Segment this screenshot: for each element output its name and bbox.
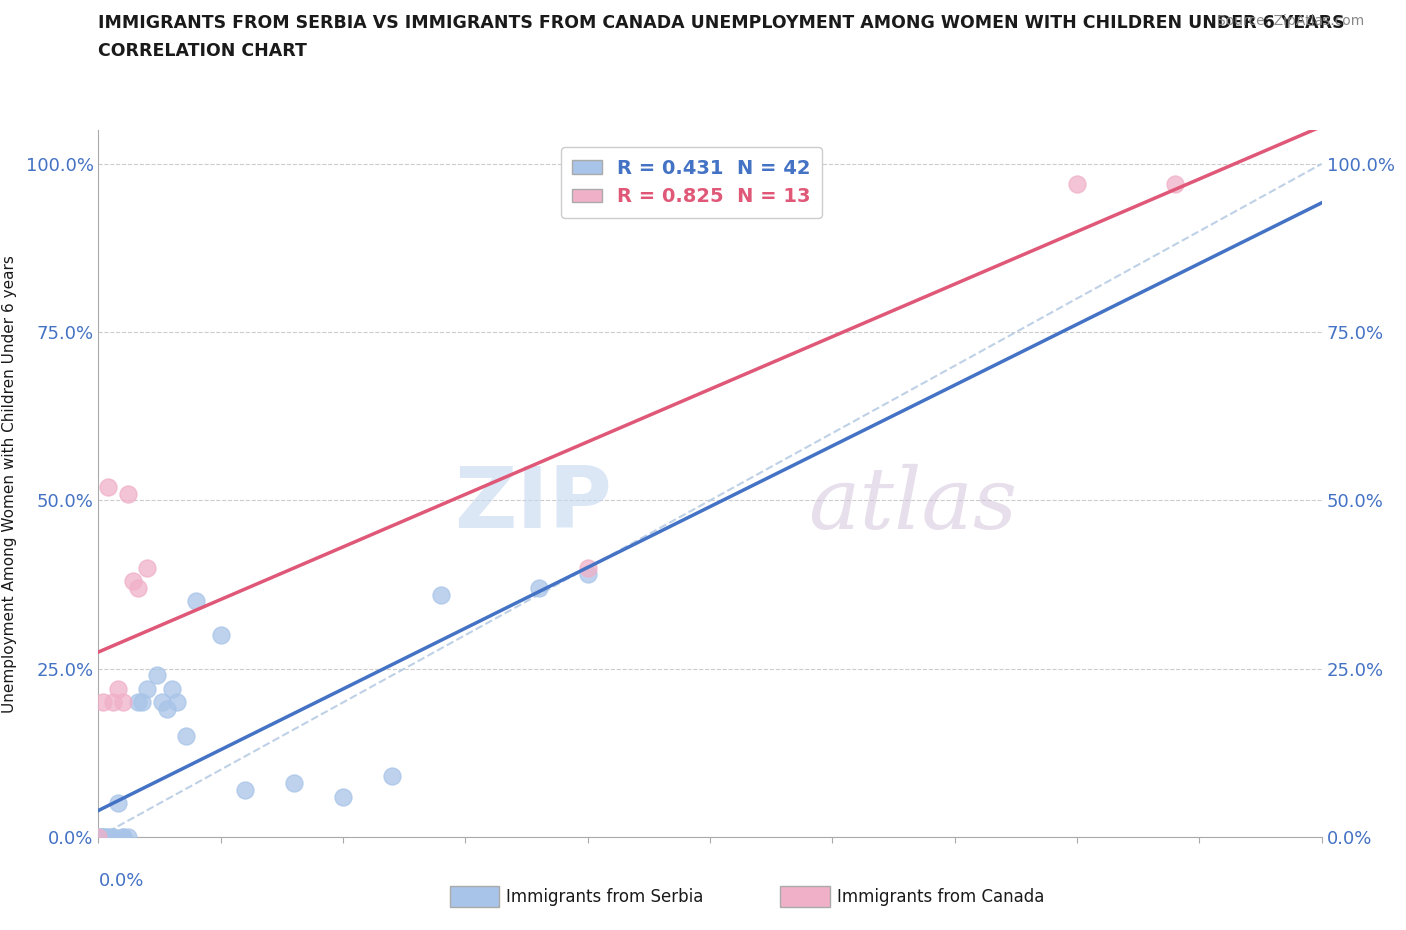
Text: ZIP: ZIP <box>454 463 612 546</box>
Point <box>87 830 110 844</box>
Text: atlas: atlas <box>808 463 1017 546</box>
Point <box>332 790 354 804</box>
Point <box>101 695 124 710</box>
Text: IMMIGRANTS FROM SERBIA VS IMMIGRANTS FROM CANADA UNEMPLOYMENT AMONG WOMEN WITH C: IMMIGRANTS FROM SERBIA VS IMMIGRANTS FRO… <box>98 14 1346 32</box>
Point <box>107 682 129 697</box>
Point <box>97 480 120 495</box>
Text: Immigrants from Serbia: Immigrants from Serbia <box>506 887 703 906</box>
Point <box>1066 177 1088 192</box>
Point <box>87 830 110 844</box>
Point <box>1164 177 1187 192</box>
Point <box>87 830 110 844</box>
Legend: R = 0.431  N = 42, R = 0.825  N = 13: R = 0.431 N = 42, R = 0.825 N = 13 <box>561 147 823 218</box>
Point <box>91 695 114 710</box>
Text: 0.0%: 0.0% <box>98 872 143 891</box>
Y-axis label: Unemployment Among Women with Children Under 6 years: Unemployment Among Women with Children U… <box>3 255 17 712</box>
Point <box>381 769 404 784</box>
Point <box>87 830 110 844</box>
Point <box>283 776 305 790</box>
Point <box>87 830 110 844</box>
Point <box>87 830 110 844</box>
Point <box>233 782 256 797</box>
Point <box>166 695 188 710</box>
Point <box>91 830 114 844</box>
Point <box>87 830 110 844</box>
Point <box>87 830 110 844</box>
Point <box>97 830 120 844</box>
Point <box>91 830 114 844</box>
Point <box>176 728 198 743</box>
Point <box>127 695 149 710</box>
Point <box>101 830 124 844</box>
Point <box>186 594 208 609</box>
Point <box>160 682 183 697</box>
Point <box>101 830 124 844</box>
Point <box>576 567 599 582</box>
Text: Immigrants from Canada: Immigrants from Canada <box>837 887 1043 906</box>
Point <box>111 695 134 710</box>
Point <box>111 830 134 844</box>
Point <box>111 830 134 844</box>
Point <box>131 695 153 710</box>
Point <box>121 574 143 589</box>
Point <box>87 830 110 844</box>
Point <box>87 830 110 844</box>
Point <box>107 796 129 811</box>
Point <box>156 701 179 716</box>
Text: CORRELATION CHART: CORRELATION CHART <box>98 42 308 60</box>
Point <box>136 682 159 697</box>
Point <box>527 580 550 595</box>
Text: Source: ZipAtlas.com: Source: ZipAtlas.com <box>1216 14 1364 28</box>
Point <box>146 668 169 683</box>
Point <box>117 830 139 844</box>
Point <box>127 580 149 595</box>
Point <box>97 830 120 844</box>
Point <box>87 830 110 844</box>
Point <box>136 560 159 575</box>
Point <box>209 628 232 643</box>
Point <box>91 830 114 844</box>
Point <box>430 587 453 602</box>
Point <box>576 560 599 575</box>
Point <box>87 830 110 844</box>
Point <box>150 695 173 710</box>
Point <box>87 830 110 844</box>
Point <box>87 830 110 844</box>
Point <box>117 486 139 501</box>
